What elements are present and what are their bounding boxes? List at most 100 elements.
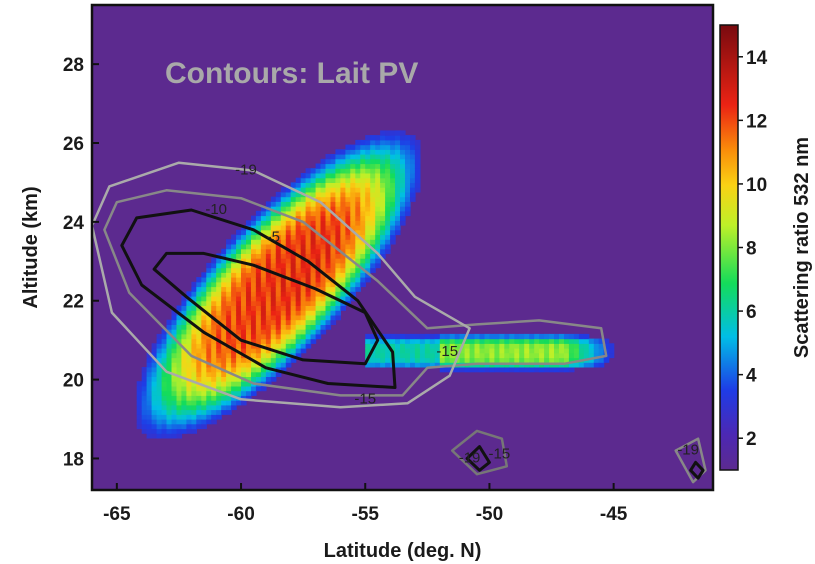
heatmap-cell	[320, 182, 327, 188]
heatmap-cell	[310, 300, 317, 306]
heatmap-cell	[400, 362, 406, 368]
heatmap-cell	[141, 371, 148, 377]
heatmap-cell	[365, 139, 371, 146]
heatmap-cell	[325, 305, 332, 311]
heatmap-cell	[265, 296, 272, 302]
heatmap-cell	[146, 357, 153, 363]
heatmap-cell	[370, 158, 376, 165]
heatmap-cell	[300, 286, 307, 292]
heatmap-cell	[290, 329, 297, 335]
heatmap-cell	[390, 215, 396, 221]
heatmap-cell	[265, 333, 272, 340]
heatmap-cell	[395, 144, 401, 150]
heatmap-cell	[310, 182, 317, 188]
heatmap-cell	[335, 291, 341, 297]
heatmap-cell	[335, 305, 341, 311]
heatmap-cell	[290, 286, 297, 292]
heatmap-cell	[161, 423, 168, 430]
heatmap-cell	[206, 419, 212, 425]
heatmap-cell	[588, 348, 595, 354]
heatmap-cell	[380, 149, 386, 155]
heatmap-cell	[578, 338, 585, 344]
heatmap-cell	[315, 253, 322, 259]
heatmap-cell	[305, 291, 312, 297]
heatmap-cell	[419, 357, 426, 363]
heatmap-cell	[251, 333, 257, 340]
heatmap-cell	[265, 281, 272, 288]
heatmap-cell	[270, 201, 277, 207]
colorbar-tick-label: 10	[746, 175, 767, 196]
heatmap-cell	[226, 239, 232, 245]
heatmap-cell	[171, 348, 178, 354]
heatmap-cell	[340, 234, 346, 240]
heatmap-cell	[315, 291, 322, 297]
heatmap-cell	[310, 244, 317, 250]
heatmap-cell	[524, 352, 530, 359]
heatmap-cell	[315, 234, 322, 240]
heatmap-cell	[454, 367, 461, 373]
heatmap-cell	[539, 338, 545, 344]
heatmap-cell	[400, 130, 406, 136]
heatmap-cell	[414, 173, 421, 179]
heatmap-cell	[285, 319, 292, 325]
heatmap-cell	[345, 144, 351, 150]
heatmap-cell	[186, 385, 192, 392]
heatmap-cell	[171, 381, 178, 387]
heatmap-cell	[176, 371, 183, 377]
heatmap-cell	[375, 149, 381, 155]
heatmap-cell	[345, 244, 351, 250]
heatmap-cell	[598, 357, 605, 363]
heatmap-cell	[265, 343, 272, 349]
heatmap-cell	[206, 395, 212, 401]
heatmap-cell	[380, 135, 386, 141]
heatmap-cell	[176, 414, 183, 420]
heatmap-cell	[395, 220, 401, 226]
heatmap-cell	[231, 310, 237, 316]
heatmap-cell	[171, 376, 178, 382]
heatmap-cell	[285, 324, 292, 330]
heatmap-cell	[246, 395, 252, 401]
heatmap-cell	[375, 333, 381, 340]
heatmap-cell	[330, 281, 337, 288]
heatmap-cell	[330, 258, 337, 264]
heatmap-cell	[539, 367, 545, 373]
heatmap-cell	[439, 352, 446, 359]
heatmap-cell	[539, 352, 545, 359]
contour-label: -19	[235, 162, 257, 179]
heatmap-cell	[454, 338, 461, 344]
heatmap-cell	[275, 248, 282, 254]
heatmap-cell	[221, 314, 227, 321]
heatmap-cell	[360, 215, 366, 221]
heatmap-cell	[206, 409, 212, 415]
heatmap-cell	[529, 338, 535, 344]
heatmap-cell	[151, 428, 158, 434]
heatmap-cell	[270, 291, 277, 297]
heatmap-cell	[395, 343, 401, 349]
heatmap-cell	[141, 423, 148, 430]
heatmap-cell	[310, 296, 317, 302]
heatmap-cell	[524, 357, 530, 363]
heatmap-cell	[295, 196, 302, 202]
heatmap-cell	[385, 191, 391, 198]
contours-annotation: Contours: Lait PV	[165, 57, 418, 90]
heatmap-cell	[300, 173, 307, 179]
heatmap-cell	[206, 371, 212, 377]
heatmap-cell	[181, 409, 187, 415]
heatmap-cell	[395, 158, 401, 165]
heatmap-cell	[459, 357, 466, 363]
heatmap-cell	[251, 229, 257, 236]
heatmap-cell	[211, 281, 217, 288]
heatmap-cell	[196, 423, 202, 430]
heatmap-cell	[305, 244, 312, 250]
heatmap-cell	[325, 244, 332, 250]
heatmap-cell	[241, 286, 247, 292]
heatmap-cell	[201, 291, 207, 297]
heatmap-cell	[310, 329, 317, 335]
heatmap-cell	[375, 210, 381, 217]
heatmap-cell	[395, 206, 401, 212]
heatmap-cell	[375, 357, 381, 363]
heatmap-cell	[186, 395, 192, 401]
heatmap-cell	[444, 338, 451, 344]
heatmap-cell	[251, 248, 257, 254]
heatmap-cell	[365, 158, 371, 165]
